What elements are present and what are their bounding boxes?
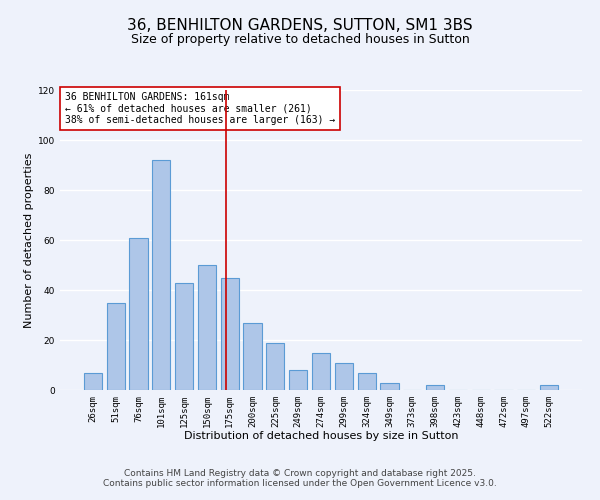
Bar [289,370,307,390]
Bar [380,382,398,390]
Bar [358,372,376,390]
Text: Contains HM Land Registry data © Crown copyright and database right 2025.: Contains HM Land Registry data © Crown c… [124,468,476,477]
Bar [244,322,262,390]
Bar [175,282,193,390]
Y-axis label: Number of detached properties: Number of detached properties [24,152,34,328]
Bar [426,385,444,390]
X-axis label: Distribution of detached houses by size in Sutton: Distribution of detached houses by size … [184,432,458,442]
Bar [540,385,558,390]
Text: 36 BENHILTON GARDENS: 161sqm
← 61% of detached houses are smaller (261)
38% of s: 36 BENHILTON GARDENS: 161sqm ← 61% of de… [65,92,335,124]
Text: Contains public sector information licensed under the Open Government Licence v3: Contains public sector information licen… [103,478,497,488]
Bar [84,372,102,390]
Bar [266,342,284,390]
Text: 36, BENHILTON GARDENS, SUTTON, SM1 3BS: 36, BENHILTON GARDENS, SUTTON, SM1 3BS [127,18,473,32]
Bar [198,265,216,390]
Bar [335,362,353,390]
Text: Size of property relative to detached houses in Sutton: Size of property relative to detached ho… [131,32,469,46]
Bar [312,352,330,390]
Bar [152,160,170,390]
Bar [221,278,239,390]
Bar [130,238,148,390]
Bar [107,302,125,390]
